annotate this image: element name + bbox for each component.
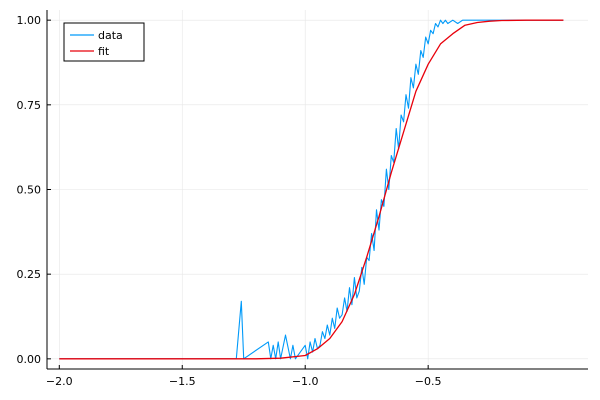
x-tick-label-3: −0.5 <box>415 375 442 388</box>
x-tick-label-0: −2.0 <box>46 375 73 388</box>
legend-label-fit: fit <box>98 45 110 58</box>
series-layer <box>59 19 564 360</box>
legend-label-data: data <box>98 29 123 42</box>
series-line-fit <box>59 19 564 360</box>
axes: −2.0 −1.5 −1.0 −0.5 0.00 0.25 0.50 0.75 1.00 <box>17 10 588 388</box>
x-tick-label-2: −1.0 <box>292 375 319 388</box>
y-tick-label-2: 0.50 <box>17 184 42 197</box>
y-tick-label-0: 0.00 <box>17 353 42 366</box>
legend-box <box>63 22 145 62</box>
y-tick-label-1: 0.25 <box>17 268 42 281</box>
x-tick-label-1: −1.5 <box>169 375 196 388</box>
legend: data fit <box>63 22 145 62</box>
y-tick-label-3: 0.75 <box>17 99 42 112</box>
grid <box>47 10 588 369</box>
y-tick-label-4: 1.00 <box>17 14 42 27</box>
